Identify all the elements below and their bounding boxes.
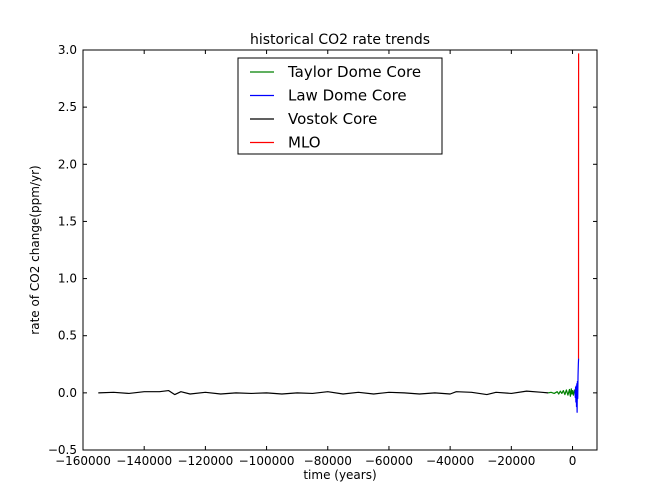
x-tick-label: 0 bbox=[569, 454, 577, 468]
axis-ticks: −160000 −140000 −120000 −100000 −80000 −60000… bbox=[48, 43, 597, 468]
x-axis-label: time (years) bbox=[303, 468, 376, 482]
x-tick-label: −140000 bbox=[116, 454, 172, 468]
y-tick-label: 2.0 bbox=[58, 157, 77, 171]
legend-label: Vostok Core bbox=[288, 110, 377, 128]
y-tick-label: 2.5 bbox=[58, 100, 77, 114]
legend: Taylor Dome Core Law Dome Core Vostok Core… bbox=[237, 57, 443, 155]
legend-frame bbox=[237, 57, 443, 155]
x-tick-label: −60000 bbox=[365, 454, 413, 468]
x-tick-label: −40000 bbox=[426, 454, 474, 468]
y-tick-label: 3.0 bbox=[58, 43, 77, 57]
series-line-0 bbox=[547, 388, 576, 397]
y-tick-label: 0.5 bbox=[58, 329, 77, 343]
chart-title: historical CO2 rate trends bbox=[250, 32, 430, 48]
x-tick-label: −80000 bbox=[304, 454, 352, 468]
y-tick-label: 0.0 bbox=[58, 386, 77, 400]
legend-label: Law Dome Core bbox=[288, 87, 407, 105]
x-tick-label: −160000 bbox=[55, 454, 111, 468]
legend-label: Taylor Dome Core bbox=[287, 63, 421, 81]
x-tick-label: −20000 bbox=[487, 454, 535, 468]
y-tick-label: 1.5 bbox=[58, 214, 77, 228]
legend-label: MLO bbox=[288, 134, 321, 152]
y-tick-label: 1.0 bbox=[58, 272, 77, 286]
x-tick-label: −120000 bbox=[177, 454, 233, 468]
series-line-2 bbox=[98, 389, 549, 396]
series-line-1 bbox=[574, 358, 580, 413]
x-tick-label: −100000 bbox=[239, 454, 295, 468]
plot-area bbox=[98, 53, 580, 413]
y-tick-label: −0.5 bbox=[48, 443, 77, 457]
plot-frame bbox=[82, 49, 598, 451]
y-axis-label: rate of CO2 change(ppm/yr) bbox=[28, 165, 42, 334]
